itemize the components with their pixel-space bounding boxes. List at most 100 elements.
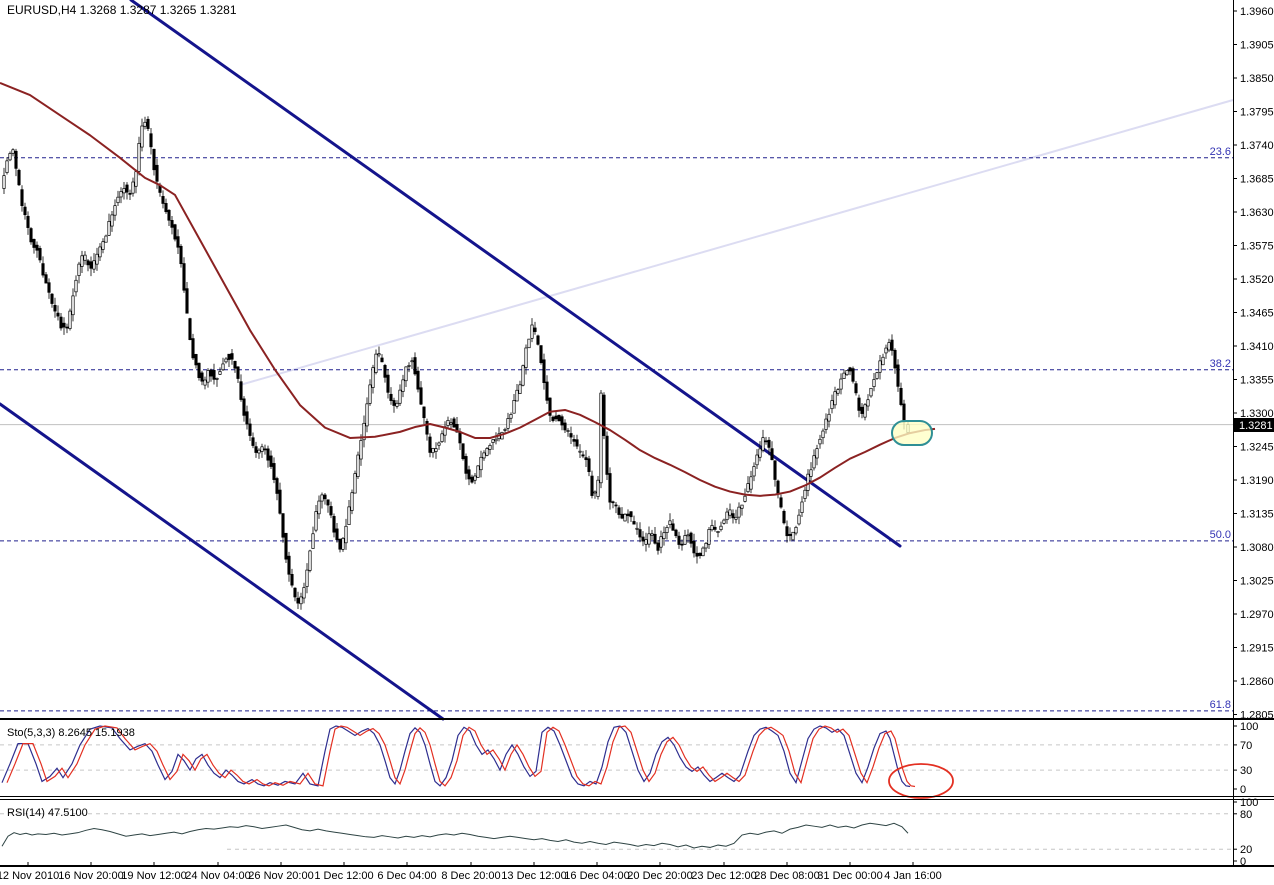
time-axis-label: 20 Dec 20:00 — [627, 870, 692, 882]
candle-body — [113, 205, 117, 216]
candle-body — [668, 520, 672, 526]
candle-body — [587, 458, 591, 472]
stochastic-pane[interactable] — [0, 725, 1232, 799]
time-axis-label: 12 Nov 2010 — [0, 870, 59, 882]
stoch-rsi-separator[interactable] — [0, 799, 1274, 800]
candle-body — [461, 443, 465, 460]
candle-body — [593, 491, 597, 494]
main-stoch-separator[interactable] — [0, 718, 1274, 720]
candle-body — [464, 456, 468, 474]
candle-body — [383, 365, 387, 378]
candle-body — [110, 214, 114, 227]
candle-body — [80, 255, 84, 267]
oversold-circle-annotation[interactable] — [888, 763, 954, 799]
stoch-scale-label: 70 — [1240, 740, 1252, 752]
candle-body — [278, 489, 282, 514]
candle-body — [662, 532, 666, 539]
candle-body — [281, 513, 285, 538]
channel-trendline-2[interactable] — [0, 402, 445, 721]
candle-body — [371, 367, 375, 388]
candle-body — [116, 196, 120, 204]
candle-body — [107, 221, 111, 236]
price-axis-label: 1.3025 — [1240, 576, 1274, 588]
candle-body — [29, 228, 33, 243]
candle-body — [239, 381, 243, 400]
price-axis-label: 1.3575 — [1240, 241, 1274, 253]
candle-body — [431, 448, 435, 454]
candle-body — [119, 191, 123, 198]
candle-body — [275, 478, 279, 494]
candle-body — [686, 534, 690, 537]
candle-body — [314, 511, 318, 531]
candle-body — [11, 149, 15, 154]
candle-body — [776, 480, 780, 494]
candle-body — [884, 347, 888, 354]
time-axis-label: 28 Dec 08:00 — [754, 870, 819, 882]
candle-body — [605, 435, 609, 475]
rsi-scale-label: 80 — [1240, 809, 1252, 821]
candle-body — [269, 455, 273, 467]
candle-body — [161, 196, 165, 204]
candle-body — [293, 587, 297, 598]
candle-body — [611, 501, 615, 504]
candle-body — [386, 374, 390, 393]
candle-body — [800, 501, 804, 513]
candle-body — [614, 504, 618, 507]
candle-body — [404, 366, 408, 382]
candle-body — [653, 533, 657, 544]
candle-body — [62, 322, 66, 328]
candle-body — [260, 446, 264, 452]
candle-body — [200, 372, 204, 382]
candle-body — [44, 274, 48, 284]
candle-body — [53, 304, 57, 312]
candle-body — [203, 379, 207, 386]
highlight-ellipse[interactable] — [891, 420, 933, 446]
candle-body — [2, 175, 6, 189]
candle-body — [92, 260, 96, 270]
candle-body — [596, 479, 600, 497]
candle-body — [83, 254, 87, 261]
candle-body — [893, 349, 897, 369]
candle-body — [794, 526, 798, 534]
drawn-objects[interactable]: 23.6 38.2 50.0 61.8 — [0, 0, 1233, 721]
candle-body — [419, 387, 423, 405]
candle-body — [542, 359, 546, 383]
candle-body — [707, 529, 711, 545]
time-axis-label: 6 Dec 04:00 — [377, 870, 436, 882]
candle-body — [551, 416, 555, 421]
channel-trendline-1[interactable] — [129, 0, 902, 548]
candle-body — [791, 531, 795, 541]
ma-line[interactable] — [0, 81, 936, 497]
moving-average-line[interactable] — [0, 81, 936, 497]
fib-level-label-38.2: 38.2 — [1210, 358, 1231, 370]
time-axis-label: 16 Dec 04:00 — [564, 870, 629, 882]
rsi-pane[interactable] — [0, 813, 1232, 850]
time-axis-label: 8 Dec 20:00 — [441, 870, 500, 882]
candle-body — [308, 550, 312, 571]
candle-body — [353, 473, 357, 494]
candle-body — [359, 440, 363, 460]
candle-body — [140, 125, 144, 148]
faint-trendline[interactable] — [239, 99, 1234, 386]
candle-body — [221, 363, 225, 371]
candle-body — [638, 529, 642, 538]
candle-body — [347, 506, 351, 525]
candle-body — [317, 500, 321, 515]
candle-body — [836, 389, 840, 394]
candle-body — [848, 367, 852, 372]
price-highlight-ellipse[interactable] — [891, 420, 933, 446]
candle-body — [242, 398, 246, 416]
candle-body — [182, 263, 186, 291]
candle-body — [746, 483, 750, 493]
candle-body — [476, 465, 480, 478]
candle-body — [296, 597, 300, 604]
fib-level-label-50.0: 50.0 — [1210, 529, 1231, 541]
candle-body — [134, 171, 138, 187]
candle-body — [647, 533, 651, 545]
candle-body — [491, 439, 495, 443]
candle-body — [365, 403, 369, 427]
candle-body — [170, 220, 174, 228]
candle-body — [740, 504, 744, 509]
